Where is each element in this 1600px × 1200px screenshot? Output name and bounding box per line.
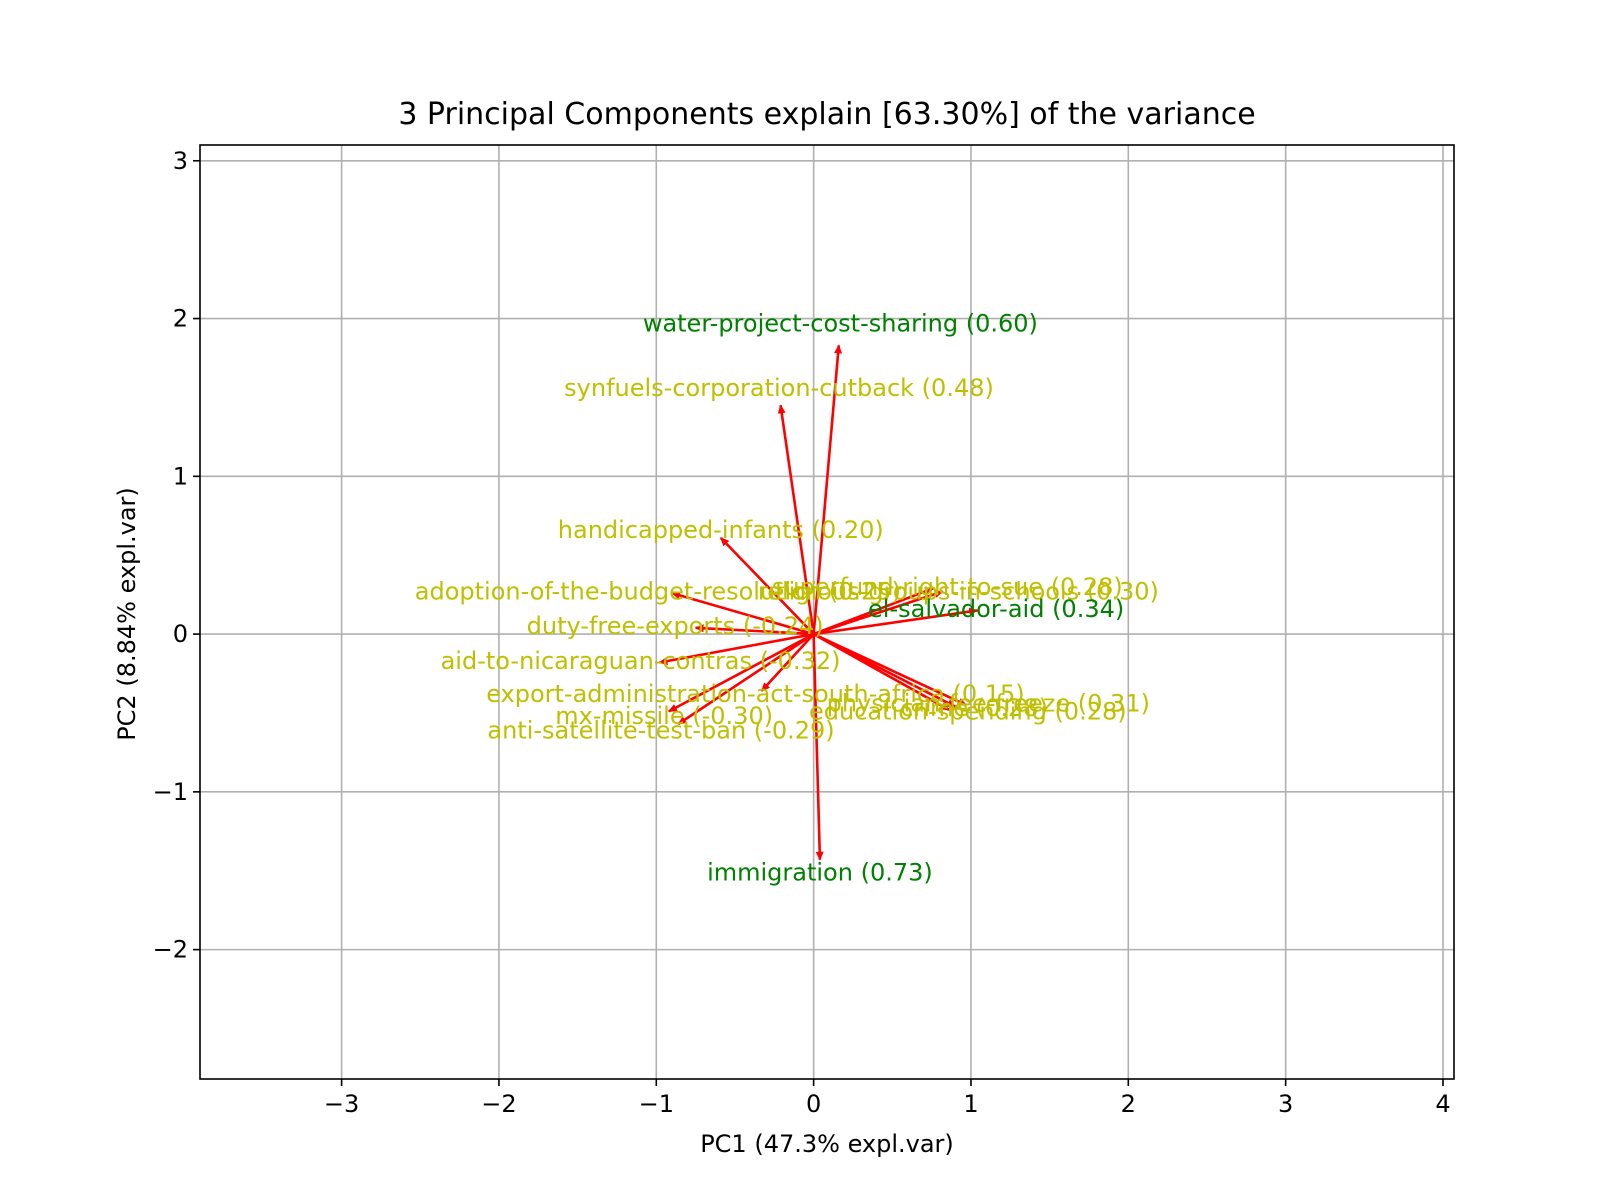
- y-tick-label: 3: [173, 147, 188, 175]
- y-tick-label: 2: [173, 305, 188, 333]
- vector-label: mx-missile (-0.30): [555, 702, 773, 730]
- loading-vector: [667, 632, 815, 713]
- loading-vector: [777, 404, 815, 635]
- chart-title: 3 Principal Components explain [63.30%] …: [398, 97, 1255, 132]
- x-tick-label: 0: [806, 1090, 821, 1118]
- loading-vector: [813, 607, 979, 636]
- vector-label: immigration (0.73): [707, 858, 933, 886]
- x-tick-label: −3: [324, 1090, 359, 1118]
- vector-label: aid-to-nicaraguan-contras (-0.32): [441, 647, 841, 675]
- y-tick-label: −1: [153, 778, 188, 806]
- vector-labels: water-project-cost-sharing (0.60) synfuel…: [415, 309, 1159, 886]
- vector-label: physician-fee-freeze (0.31): [827, 690, 1150, 718]
- x-tick-label: 1: [963, 1090, 978, 1118]
- vector-label: synfuels-corporation-cutback (0.48): [564, 374, 994, 402]
- loading-vector: [812, 344, 843, 635]
- vector-label: religious-groups-in-schools (0.30): [758, 577, 1159, 605]
- vector-label: handicapped-infants (0.20): [558, 516, 884, 544]
- vector-label: water-project-cost-sharing (0.60): [643, 309, 1038, 337]
- loading-vector: [719, 536, 815, 635]
- x-tick-label: 2: [1121, 1090, 1136, 1118]
- y-tick-label: 0: [173, 620, 188, 648]
- loading-vector: [677, 633, 815, 726]
- vector-label: adoption-of-the-budget-resolution (0.25): [415, 577, 901, 605]
- vector-label: superfund-right-to-sue (0.28): [772, 573, 1123, 601]
- y-axis-label: PC2 (8.84% expl.var): [113, 487, 141, 741]
- plot-frame: [199, 144, 1455, 1080]
- axis-ticks: −3 −2 −1 0 1 2 3 4 −2 −1 0 1 2 3: [153, 147, 1451, 1118]
- x-tick-label: −1: [639, 1090, 674, 1118]
- grid: [200, 145, 1454, 1079]
- vector-label: el-salvador-aid (0.34): [868, 595, 1124, 623]
- loading-vector: [671, 591, 814, 636]
- y-tick-label: 1: [173, 462, 188, 490]
- vector-label: duty-free-exports (-0.24): [527, 612, 824, 640]
- loading-vector: [812, 634, 824, 861]
- x-tick-label: 3: [1278, 1090, 1293, 1118]
- x-axis-label: PC1 (47.3% expl.var): [700, 1130, 954, 1158]
- y-tick-label: −2: [153, 936, 188, 964]
- loading-vector: [812, 632, 950, 711]
- loading-vectors: [658, 344, 979, 861]
- loading-vector: [694, 624, 814, 636]
- loading-vector: [658, 632, 814, 665]
- x-tick-label: −2: [481, 1090, 516, 1118]
- loading-vector: [813, 587, 935, 636]
- vector-label: anti-satellite-test-ban (-0.29): [487, 716, 834, 744]
- vector-label: education-spending (0.28): [809, 697, 1127, 725]
- loading-vector: [760, 633, 815, 692]
- x-tick-label: 4: [1435, 1090, 1450, 1118]
- vector-label: crime (0.28): [900, 694, 1048, 722]
- vector-label: export-administration-act-south-africa (…: [486, 680, 1024, 708]
